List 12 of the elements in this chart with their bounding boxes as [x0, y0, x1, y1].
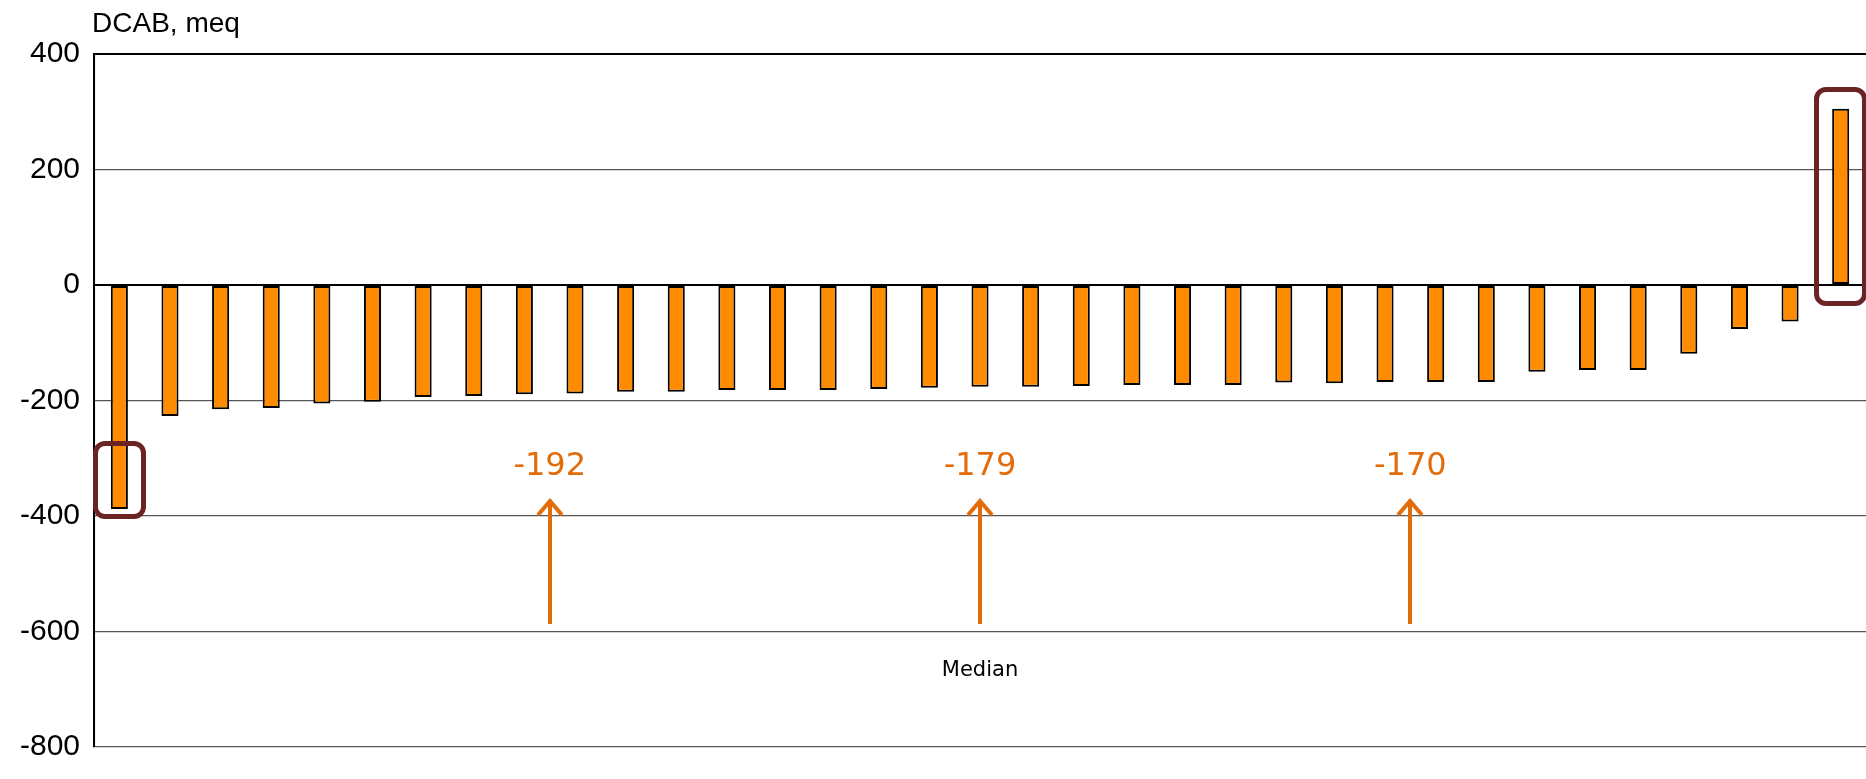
annotation: -179	[943, 444, 1017, 483]
y-tick-label: -200	[20, 381, 81, 415]
annotation: -192	[513, 444, 586, 483]
y-tick-label: 200	[29, 150, 81, 184]
y-tick-label: -800	[20, 728, 81, 762]
y-tick-label: -600	[20, 612, 81, 646]
y-axis-title: DCAB, meq	[92, 6, 240, 38]
y-tick-label: 400	[29, 35, 81, 69]
y-tick-label: -400	[20, 497, 81, 531]
annotation: Median	[941, 657, 1019, 682]
y-tick-label: 0	[63, 266, 81, 300]
annotation: -170	[1374, 444, 1447, 483]
